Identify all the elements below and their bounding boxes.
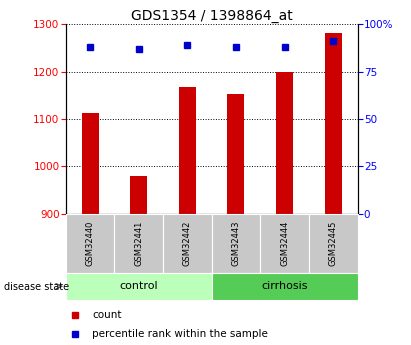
Text: GSM32442: GSM32442	[183, 220, 192, 266]
Bar	[81, 113, 99, 214]
Text: count: count	[92, 309, 122, 319]
Text: GSM32445: GSM32445	[329, 220, 338, 266]
Text: cirrhosis: cirrhosis	[261, 282, 308, 291]
Bar	[212, 273, 358, 300]
Bar	[114, 214, 163, 273]
Bar	[325, 33, 342, 214]
Bar	[163, 214, 212, 273]
Bar	[179, 87, 196, 214]
Bar	[227, 94, 245, 214]
Text: GSM32443: GSM32443	[231, 220, 240, 266]
Text: GSM32441: GSM32441	[134, 220, 143, 266]
Bar	[309, 214, 358, 273]
Bar	[66, 273, 212, 300]
Text: disease state: disease state	[4, 282, 69, 292]
Text: GSM32444: GSM32444	[280, 220, 289, 266]
Bar	[212, 214, 260, 273]
Text: GSM32440: GSM32440	[85, 220, 95, 266]
Title: GDS1354 / 1398864_at: GDS1354 / 1398864_at	[131, 9, 293, 23]
Bar	[260, 214, 309, 273]
Text: percentile rank within the sample: percentile rank within the sample	[92, 329, 268, 339]
Bar	[130, 176, 147, 214]
Bar	[276, 71, 293, 214]
Bar	[66, 214, 114, 273]
Text: control: control	[120, 282, 158, 291]
